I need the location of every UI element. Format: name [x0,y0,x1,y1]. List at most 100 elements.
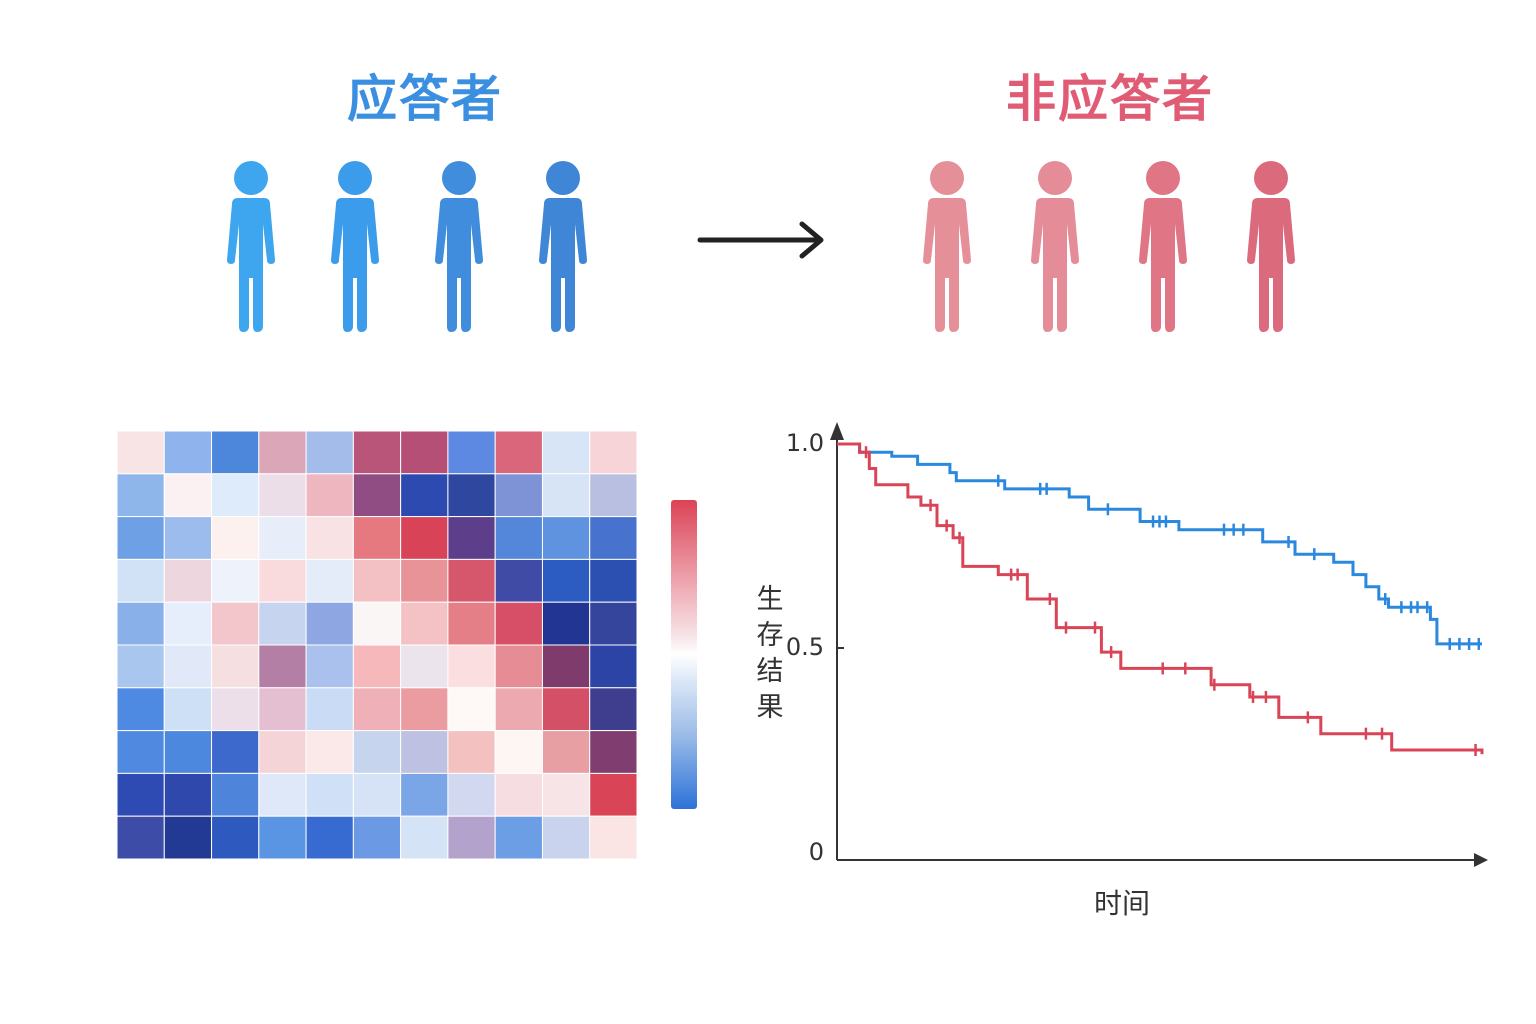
heatmap-cell [447,516,496,560]
heatmap-cell [589,516,637,560]
heatmap-cell [211,558,260,603]
non-responders-group [908,160,1310,335]
heatmap-cell [541,473,591,518]
heatmap-cell [447,431,496,475]
heatmap-cell [352,730,402,774]
heatmap-cell [258,473,307,518]
heatmap-cell [541,558,591,603]
heatmap-cell [589,730,637,774]
heatmap-cell [400,601,449,646]
heatmap-cell [541,644,591,689]
heatmap-cell [258,687,307,732]
heatmap-cell [494,473,543,518]
heatmap-cell [211,772,260,817]
person-icon [1016,160,1094,335]
heatmap-cell [305,558,354,603]
y-axis-arrow-icon [830,422,844,440]
heatmap-cell [589,473,637,518]
heatmap-cell [589,601,637,646]
heatmap-cell [494,601,543,646]
heatmap-cell [163,815,213,859]
heatmap-cell [163,431,213,475]
y-tick-label: 1.0 [786,429,824,457]
heatmap-cell [400,815,449,859]
heatmap-cell [541,431,591,475]
heatmap-cell [494,644,543,689]
heatmap-cell [258,516,307,560]
colorbar [671,500,697,809]
heatmap-cell [211,815,260,859]
responders-title: 应答者 [347,70,503,128]
heatmap-cell [494,431,543,475]
heatmap-cell [400,644,449,689]
heatmap-cell [163,730,213,774]
y-tick-label: 0 [809,838,824,866]
heatmap-cell [400,687,449,732]
heatmap-cell [447,644,496,689]
heatmap-cell [211,516,260,560]
heatmap-cell [258,644,307,689]
heatmap-cell [211,473,260,518]
heatmap-cell [211,431,260,475]
heatmap-cell [589,772,637,817]
responders-group [212,160,602,335]
heatmap-cell [117,473,165,518]
heatmap-cell [211,687,260,732]
heatmap-cell [447,558,496,603]
heatmap-cell [163,601,213,646]
heatmap-cell [589,431,637,475]
heatmap-cell [117,730,165,774]
heatmap-cell [494,730,543,774]
heatmap-cell [541,601,591,646]
heatmap-cell [447,473,496,518]
person-icon [420,160,498,335]
heatmap-cell [494,815,543,859]
heatmap-cell [305,473,354,518]
heatmap-cell [305,516,354,560]
heatmap-cell [352,687,402,732]
heatmap-cell [352,473,402,518]
heatmap-cell [117,516,165,560]
person-icon [1232,160,1310,335]
heatmap-cell [589,815,637,859]
heatmap-cell [589,644,637,689]
heatmap-cell [305,431,354,475]
heatmap-cell [117,644,165,689]
expression-heatmap [117,431,637,859]
person-icon [212,160,290,335]
heatmap-cell [305,644,354,689]
heatmap-cell [352,601,402,646]
heatmap-cell [163,687,213,732]
heatmap-cell [163,558,213,603]
heatmap-cell [447,601,496,646]
heatmap-cell [352,815,402,859]
person-icon [908,160,986,335]
heatmap-cell [447,730,496,774]
heatmap-cell [352,558,402,603]
person-icon [524,160,602,335]
heatmap-cell [117,431,165,475]
heatmap-cell [447,772,496,817]
heatmap-cell [541,815,591,859]
heatmap-cell [211,601,260,646]
heatmap-cell [258,431,307,475]
heatmap-cell [305,687,354,732]
heatmap-cell [589,558,637,603]
heatmap-cell [400,772,449,817]
heatmap-cell [258,815,307,859]
y-tick-label: 0.5 [786,633,824,661]
heatmap-cell [494,687,543,732]
heatmap-cell [400,516,449,560]
x-axis-label: 时间 [1094,887,1150,920]
heatmap-cell [447,815,496,859]
heatmap-cell [352,772,402,817]
heatmap-cell [305,815,354,859]
heatmap-cell [163,516,213,560]
heatmap-cell [541,772,591,817]
y-axis-label: 生存结果 [757,584,784,723]
heatmap-cell [589,687,637,732]
heatmap-cell [494,558,543,603]
heatmap-cell [494,772,543,817]
heatmap-cell [163,772,213,817]
